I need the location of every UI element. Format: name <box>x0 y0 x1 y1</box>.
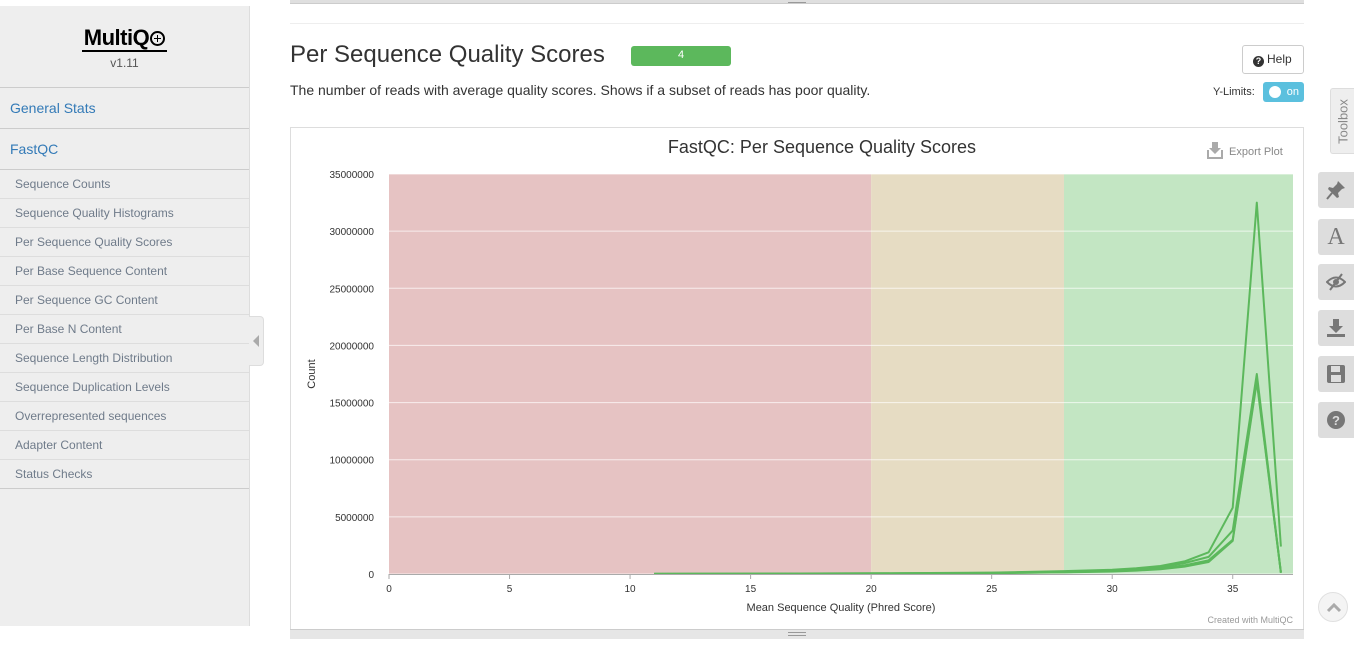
quality-bands <box>389 174 1293 574</box>
nav-overrepresented-sequences[interactable]: Overrepresented sequences <box>0 402 249 431</box>
nav-status-checks[interactable]: Status Checks <box>0 460 249 489</box>
download-icon <box>1327 319 1345 337</box>
nav-sequence-length-distribution[interactable]: Sequence Length Distribution <box>0 344 249 373</box>
plot-resize-handle[interactable] <box>290 629 1304 639</box>
hide-samples-button[interactable] <box>1318 264 1354 300</box>
nav-fastqc[interactable]: FastQC <box>0 129 249 170</box>
rename-samples-button[interactable]: A <box>1318 219 1354 255</box>
magnifier-icon <box>150 31 166 46</box>
y-tick-label: 5000000 <box>335 513 374 524</box>
svg-text:?: ? <box>1332 413 1340 428</box>
nav-sequence-duplication-levels[interactable]: Sequence Duplication Levels <box>0 373 249 402</box>
save-icon <box>1327 365 1345 383</box>
toggle-knob <box>1269 86 1281 98</box>
x-tick-label: 0 <box>386 584 392 595</box>
help-button[interactable]: ? Help <box>1242 45 1304 74</box>
scroll-to-top-button[interactable] <box>1318 592 1348 622</box>
x-tick-label: 5 <box>507 584 513 595</box>
section-divider <box>290 23 1304 24</box>
x-tick-label: 30 <box>1107 584 1119 595</box>
grip-icon <box>788 0 806 3</box>
help-label: Help <box>1267 52 1292 66</box>
x-tick-label: 15 <box>745 584 757 595</box>
ylimits-toggle[interactable]: on <box>1263 82 1304 102</box>
nav-per-sequence-quality-scores[interactable]: Per Sequence Quality Scores <box>0 228 249 257</box>
x-axis-label: Mean Sequence Quality (Phred Score) <box>747 602 936 614</box>
toggle-label: on <box>1286 86 1299 98</box>
series-line-4 <box>654 381 1282 575</box>
y-tick-label: 10000000 <box>330 456 375 467</box>
x-tick-label: 25 <box>986 584 998 595</box>
y-axis-label: Count <box>306 359 318 388</box>
x-tick-label: 35 <box>1227 584 1239 595</box>
previous-plot-resize-handle[interactable] <box>290 0 1304 4</box>
pin-icon <box>1326 181 1345 200</box>
ylimits-label: Y-Limits: <box>1213 86 1255 98</box>
toolbox-help-button[interactable]: ? <box>1318 402 1354 438</box>
section-title: Per Sequence Quality Scores <box>290 41 605 68</box>
nav-general-stats[interactable]: General Stats <box>0 88 249 129</box>
export-button[interactable] <box>1318 310 1354 346</box>
axes: 0 5000000 10000000 15000000 20000000 25000000… <box>330 170 1293 595</box>
nav-per-sequence-gc-content[interactable]: Per Sequence GC Content <box>0 286 249 315</box>
y-tick-label: 20000000 <box>330 341 375 352</box>
status-progress-bar[interactable]: 4 <box>631 46 731 66</box>
plot-container: 0 5000000 10000000 15000000 20000000 25000000… <box>290 127 1304 630</box>
multiqc-credit[interactable]: Created with MultiQC <box>1207 615 1293 625</box>
band-fail <box>389 174 872 574</box>
y-tick-label: 30000000 <box>330 227 375 238</box>
chart-title: FastQC: Per Sequence Quality Scores <box>668 137 976 157</box>
x-tick-label: 10 <box>625 584 637 595</box>
export-plot-button[interactable]: Export Plot <box>1207 142 1283 159</box>
sidebar: MultiQ v1.11 General Stats FastQC Sequen… <box>0 6 250 626</box>
toolbox-tab[interactable]: Toolbox <box>1330 88 1354 154</box>
series-lines <box>654 201 1282 575</box>
band-warn <box>871 174 1064 574</box>
toolbox-label: Toolbox <box>1335 99 1351 144</box>
nav-per-base-sequence-content[interactable]: Per Base Sequence Content <box>0 257 249 286</box>
download-icon <box>1207 142 1223 159</box>
question-circle-icon: ? <box>1253 56 1264 67</box>
eye-slash-icon <box>1326 273 1346 291</box>
font-icon: A <box>1327 224 1345 250</box>
multiqc-logo[interactable]: MultiQ <box>81 26 168 52</box>
export-plot-label: Export Plot <box>1229 146 1283 158</box>
question-icon: ? <box>1327 411 1345 429</box>
grip-icon <box>788 632 806 636</box>
section-description: The number of reads with average quality… <box>290 82 871 98</box>
y-tick-label: 0 <box>368 570 374 581</box>
nav-sequence-counts[interactable]: Sequence Counts <box>0 170 249 199</box>
chevron-left-icon <box>253 335 259 347</box>
brand: MultiQ v1.11 <box>0 6 249 88</box>
y-tick-label: 35000000 <box>330 170 375 181</box>
save-settings-button[interactable] <box>1318 356 1354 392</box>
x-tick-label: 20 <box>866 584 878 595</box>
version-label: v1.11 <box>110 56 139 70</box>
chevron-up-icon <box>1326 602 1342 613</box>
nav-sequence-quality-histograms[interactable]: Sequence Quality Histograms <box>0 199 249 228</box>
nav-adapter-content[interactable]: Adapter Content <box>0 431 249 460</box>
line-chart[interactable]: 0 5000000 10000000 15000000 20000000 25000000… <box>291 128 1303 629</box>
sidebar-collapse-toggle[interactable] <box>249 316 264 366</box>
band-pass <box>1063 174 1293 574</box>
y-tick-label: 15000000 <box>330 399 375 410</box>
nav-per-base-n-content[interactable]: Per Base N Content <box>0 315 249 344</box>
y-tick-label: 25000000 <box>330 284 375 295</box>
highlight-samples-button[interactable] <box>1318 172 1354 208</box>
